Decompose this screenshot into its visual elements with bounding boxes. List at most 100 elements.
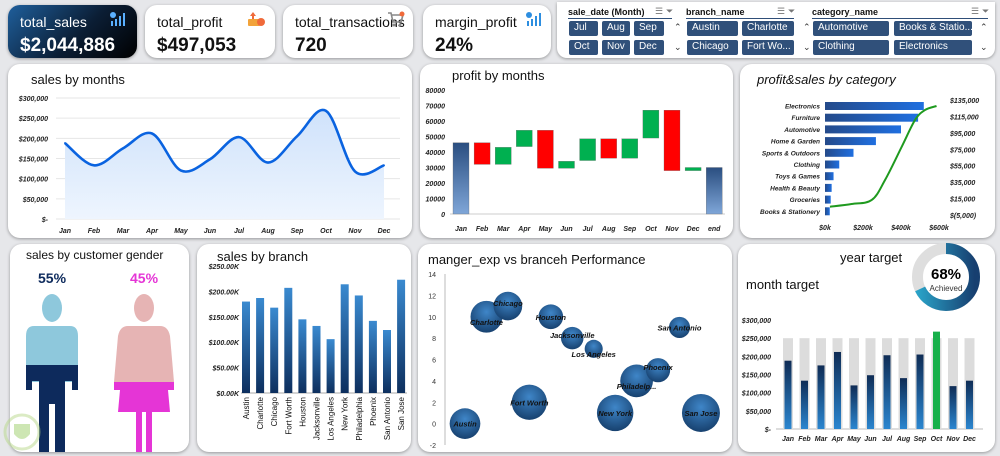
branch-bubble[interactable]: [538, 304, 564, 330]
y-tick-label: $250,000: [18, 116, 48, 123]
multi-select-icon[interactable]: ☰: [777, 6, 786, 16]
chart-title: manger_exp vs branceh Performance: [428, 252, 646, 267]
bar-nov: [663, 110, 681, 171]
bubble-label: Jacksonville: [550, 331, 595, 340]
scroll-up-icon[interactable]: ⌃: [980, 22, 988, 32]
slicer-item[interactable]: Charlotte: [742, 21, 794, 36]
y-tick-label: $50,000: [745, 409, 771, 416]
divider: [686, 18, 794, 19]
y-tick-label: 8: [432, 336, 436, 343]
area-fill: [65, 109, 384, 219]
x-tick-label: May: [847, 436, 862, 443]
branch-bubble[interactable]: [511, 384, 547, 420]
chart-title: profit by months: [452, 68, 545, 83]
branch-bubble[interactable]: [668, 316, 691, 339]
chart-title: sales by months: [31, 72, 125, 87]
slicer-item[interactable]: Sep: [634, 21, 664, 36]
slicer-item[interactable]: Chicago: [687, 40, 738, 55]
target-bar: [948, 338, 958, 429]
slicer-item[interactable]: Dec: [634, 40, 664, 55]
x-tick-label: Oct: [931, 436, 943, 443]
multi-select-icon[interactable]: ☰: [655, 6, 664, 16]
bubble-label: Chicago: [493, 299, 523, 308]
y-tick-label: $100,000: [741, 391, 771, 398]
x-tick-label: $600k: [928, 225, 950, 232]
gender-figures: [3, 294, 174, 452]
actual-bar: [966, 380, 973, 429]
branch-bar: [340, 284, 349, 393]
y2-tick-label: $95,000: [949, 131, 975, 138]
scroll-down-icon[interactable]: ⌄: [980, 42, 988, 52]
scroll-up-icon[interactable]: ⌃: [803, 22, 811, 32]
branch-bubble[interactable]: [561, 326, 584, 350]
x-tick-label: Jan: [59, 228, 71, 235]
data-point: [267, 161, 269, 164]
x-tick-label: Aug: [601, 226, 616, 233]
bubble-label: New York: [598, 409, 633, 418]
clear-filter-icon[interactable]: ⏷: [666, 6, 674, 16]
branch-bubble[interactable]: [584, 339, 603, 358]
branch-bar: [354, 295, 363, 393]
bar-apr: [516, 130, 533, 147]
category-chart: Electronics Furniture Automotive Home & Gar…: [760, 98, 979, 232]
year-target-caption: Achieved: [929, 284, 963, 293]
scroll-down-icon[interactable]: ⌄: [674, 42, 682, 52]
branch-bar: [368, 320, 377, 393]
slicer-item[interactable]: Clothing: [813, 40, 889, 55]
branch-bubble[interactable]: [645, 358, 671, 383]
y2-tick-label: $55,000: [949, 164, 975, 171]
multi-select-icon[interactable]: ☰: [971, 6, 980, 16]
kpi-label: total_sales: [20, 14, 87, 30]
slicer-item[interactable]: Jul: [569, 21, 598, 36]
clear-filter-icon[interactable]: ⏷: [982, 6, 990, 16]
actual-bar: [900, 378, 907, 429]
y-tick-label: 30000: [426, 166, 446, 173]
slicer-item[interactable]: Austin: [687, 21, 738, 36]
x-tick-label: $200k: [852, 225, 874, 232]
y-tick-label: $200,000: [741, 354, 771, 361]
chart-title: sales by customer gender: [26, 248, 164, 262]
slicer-item[interactable]: Nov: [602, 40, 630, 55]
chart-title: sales by branch: [217, 249, 309, 264]
clear-filter-icon[interactable]: ⏷: [788, 6, 796, 16]
y-tick-label: $150,000: [18, 157, 48, 164]
data-point: [296, 135, 298, 138]
slicer-item[interactable]: Electronics: [894, 40, 972, 55]
category-label: Furniture: [791, 115, 820, 122]
slicer-item[interactable]: Fort Wo...: [742, 40, 794, 55]
y-tick-label: $300,000: [741, 318, 771, 325]
y-tick-label: $0.00K: [215, 391, 240, 398]
kpi-total-transactions: total_transactions 720: [283, 5, 413, 58]
x-tick-label: Sep: [291, 228, 305, 235]
branch-bubble[interactable]: [620, 364, 653, 398]
actual-bar: [933, 331, 940, 429]
branch-bubble[interactable]: [493, 291, 523, 321]
y-tick-label: $100,000: [18, 177, 48, 184]
y-tick-label: $50.00K: [212, 366, 240, 373]
bar-sep: [621, 138, 638, 159]
divider: [568, 18, 672, 19]
bubble-label: Charlotte: [470, 318, 503, 327]
branch-label: Jacksonville: [313, 396, 322, 440]
y-tick-label: 70000: [426, 104, 446, 111]
slicer-item[interactable]: Oct: [569, 40, 598, 55]
data-point: [122, 147, 124, 150]
year-target-title: year target: [840, 250, 903, 265]
actual-bar: [883, 355, 891, 429]
gender-panel: sales by customer gender 55% 45%: [3, 244, 189, 452]
slicer-item[interactable]: Aug: [602, 21, 630, 36]
slicer-panel: sale_date (Month) ☰ ⏷ Jul Aug Sep Oct Nov Dec ⌃ ⌄ b…: [557, 2, 995, 58]
slicer-item[interactable]: Books & Statio...: [894, 21, 972, 36]
x-tick-label: Sep: [914, 436, 928, 443]
y-tick-label: 6: [432, 358, 436, 365]
branch-bubble[interactable]: [596, 394, 634, 432]
cart-icon: [388, 11, 405, 27]
branch-bubble[interactable]: [681, 393, 720, 432]
scroll-up-icon[interactable]: ⌃: [674, 22, 682, 32]
profit-line: [829, 105, 937, 208]
scroll-down-icon[interactable]: ⌄: [803, 42, 811, 52]
slicer-item[interactable]: Automotive: [813, 21, 889, 36]
branch-bubble[interactable]: [449, 408, 481, 439]
category-label: Sports & Outdoors: [762, 150, 821, 157]
bar-mar: [495, 147, 512, 165]
